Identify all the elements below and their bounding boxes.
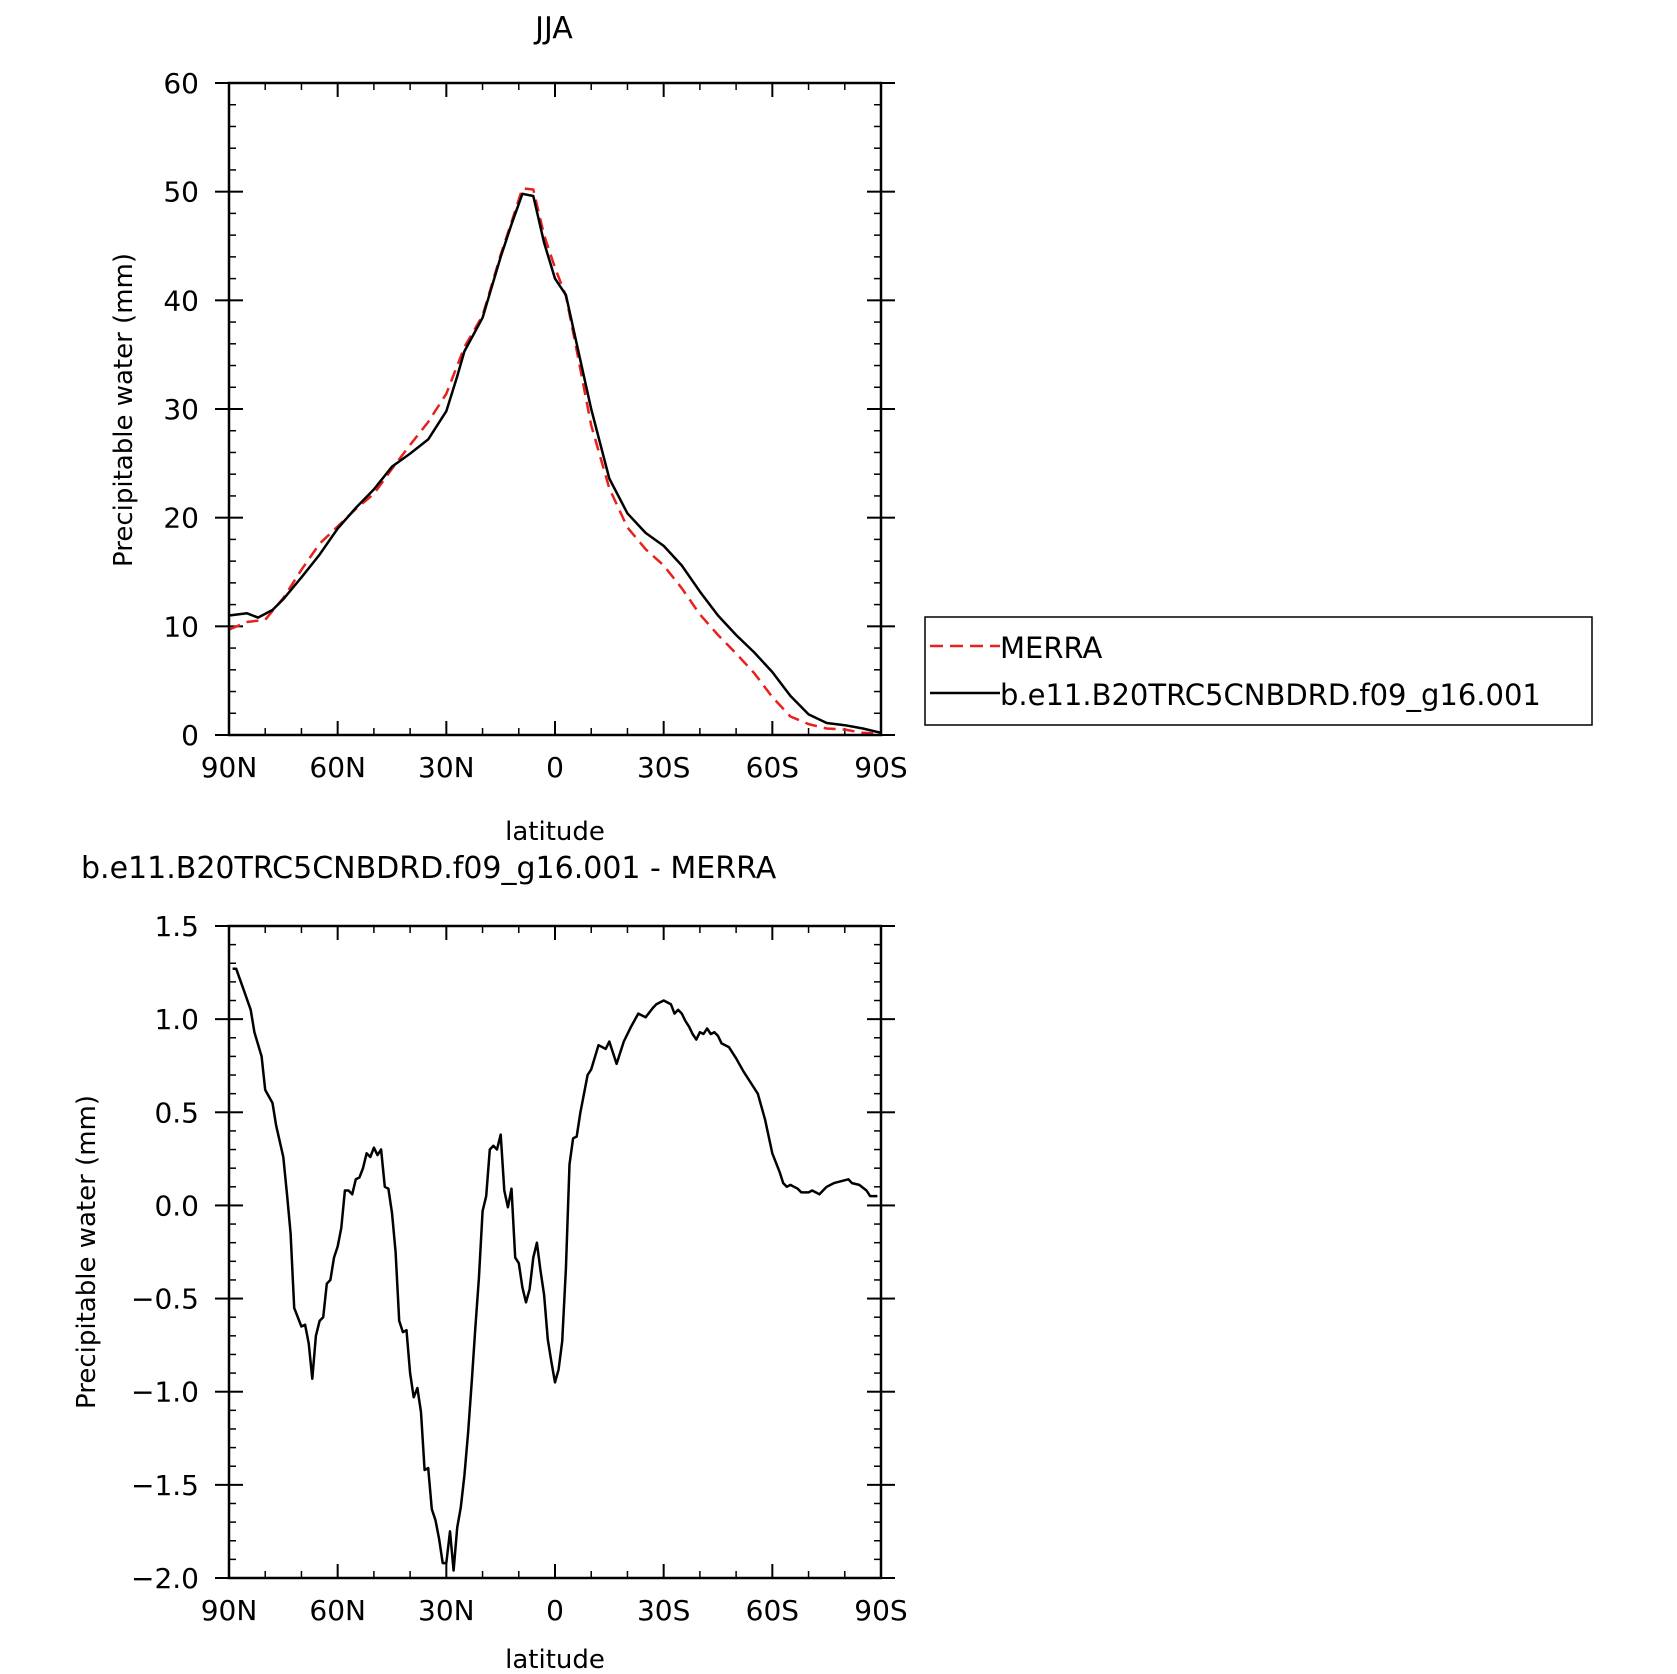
- x-axis-label: latitude: [505, 1645, 605, 1674]
- x-tick-label: 30N: [418, 751, 475, 784]
- x-tick-label: 90N: [201, 751, 258, 784]
- x-tick-label: 30S: [637, 751, 690, 784]
- plot-frame: [227, 81, 883, 737]
- x-tick-label: 60N: [309, 1594, 366, 1627]
- plot-lines: [228, 187, 882, 736]
- legend-label-merra: MERRA: [1000, 631, 1102, 665]
- legend-label-model: b.e11.B20TRC5CNBDRD.f09_g16.001: [1000, 678, 1541, 712]
- y-tick-label: 60: [163, 67, 199, 100]
- y-tick-label: −0.5: [131, 1283, 199, 1316]
- y-tick-label: 0.0: [154, 1189, 199, 1222]
- x-tick-label: 90S: [854, 751, 907, 784]
- y-tick-label: 10: [163, 610, 199, 643]
- series-line-1-0: [232, 967, 878, 1572]
- chart-title: b.e11.B20TRC5CNBDRD.f09_g16.001 - MERRA: [81, 851, 777, 886]
- y-tick-label: −1.0: [131, 1376, 199, 1409]
- y-tick-label: 30: [163, 393, 199, 426]
- x-tick-label: 0: [546, 751, 564, 784]
- x-tick-label: 60S: [746, 1594, 799, 1627]
- y-tick-label: 40: [163, 284, 199, 317]
- chart-title: JJA: [533, 11, 573, 46]
- x-tick-label: 60S: [746, 751, 799, 784]
- x-tick-label: 0: [546, 1594, 564, 1627]
- x-tick-label: 90N: [201, 1594, 258, 1627]
- y-tick-label: 50: [163, 176, 199, 209]
- y-axis-label: Precipitable water (mm): [72, 1095, 102, 1409]
- tick-labels: 90N 60N 30N 0 30S 60S 90S 0 10 20 30 40 50 60: [163, 67, 907, 784]
- grid-ticks: [215, 925, 895, 1579]
- legend-box: [924, 616, 1593, 726]
- y-tick-label: −1.5: [131, 1469, 199, 1502]
- y-tick-label: 1.5: [154, 910, 199, 943]
- x-tick-label: 30N: [418, 1594, 475, 1627]
- series-line-0-1: [228, 192, 882, 735]
- series-line-0-0: [228, 187, 882, 736]
- top-panel: JJA 90N 60N 30N 0 30S 60S 90S 0 10 20 30 40 50 60 lat…: [109, 11, 1593, 847]
- grid-ticks: [215, 82, 895, 736]
- y-tick-label: 0.5: [154, 1096, 199, 1129]
- tick-labels: 90N 60N 30N 0 30S 60S 90S 1.5 1.0 0.5 0.0 −0.5 −1.0 −…: [131, 910, 908, 1627]
- x-axis-label: latitude: [505, 817, 605, 847]
- y-tick-label: 20: [163, 502, 199, 535]
- plot-lines: [232, 967, 878, 1572]
- plot-frame: [227, 924, 883, 1580]
- y-tick-label: 1.0: [154, 1003, 199, 1036]
- legend: MERRA b.e11.B20TRC5CNBDRD.f09_g16.001: [924, 616, 1593, 726]
- x-tick-label: 60N: [309, 751, 366, 784]
- x-tick-label: 90S: [854, 1594, 907, 1627]
- y-tick-label: −2.0: [131, 1562, 199, 1595]
- bottom-panel: b.e11.B20TRC5CNBDRD.f09_g16.001 - MERRA …: [72, 851, 908, 1674]
- y-tick-label: 0: [181, 719, 199, 752]
- y-axis-label: Precipitable water (mm): [109, 253, 139, 567]
- x-tick-label: 30S: [637, 1594, 690, 1627]
